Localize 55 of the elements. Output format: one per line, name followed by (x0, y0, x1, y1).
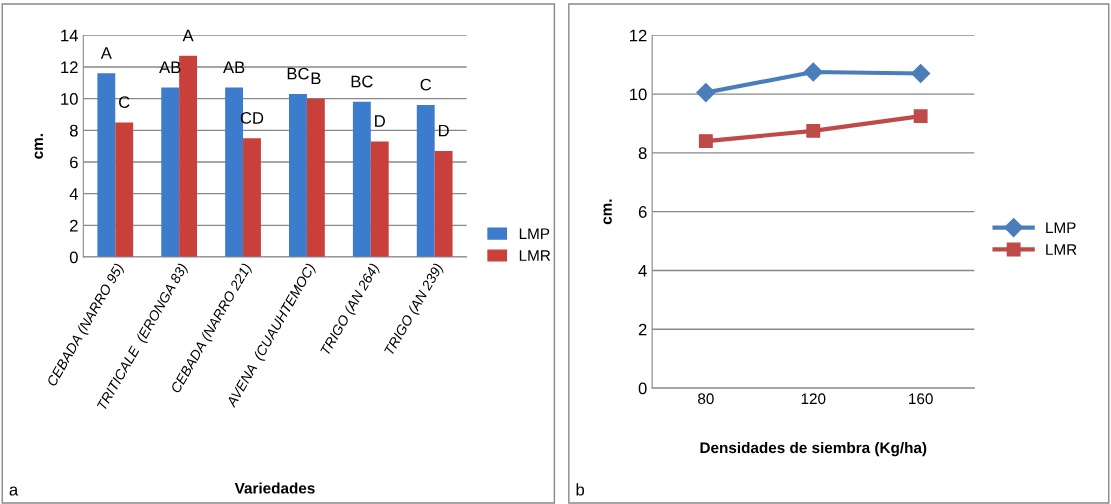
data-label: BC (351, 75, 373, 88)
legend-label: LMR (519, 250, 551, 261)
y-tick-label: 6 (70, 156, 78, 169)
y-tick-label: 2 (70, 219, 78, 232)
legend-label: LMP (519, 228, 550, 239)
y-tick-label: 10 (630, 88, 647, 101)
data-label: C (420, 78, 432, 91)
legend-label: LMR (1046, 244, 1077, 255)
data-label: BC (287, 67, 309, 80)
point (911, 63, 931, 84)
y-tick-label: 0 (638, 382, 647, 395)
data-label: A (100, 47, 112, 59)
legend-label: LMP (1046, 222, 1076, 233)
y-tick-label: 4 (638, 265, 647, 277)
x-tick-label: 120 (801, 393, 826, 405)
y-tick-label: 10 (61, 93, 78, 105)
y-tick-label: 14 (61, 29, 78, 42)
y-axis-title: cm. (603, 199, 612, 225)
y-axis-title: cm. (34, 134, 44, 159)
y-tick-label: 2 (638, 323, 647, 336)
bar (434, 150, 453, 258)
point (803, 62, 823, 82)
bar (306, 98, 325, 258)
bar (289, 93, 307, 258)
x-axis-title: Variedades (234, 482, 315, 494)
bar (352, 101, 371, 258)
point (696, 83, 716, 103)
data-label: D (438, 124, 449, 137)
point (698, 134, 713, 149)
bar (161, 87, 180, 258)
bar (243, 138, 261, 258)
y-tick-label: 8 (638, 147, 647, 160)
point (913, 109, 928, 124)
y-tick-label: 0 (69, 251, 78, 264)
data-label: A (182, 29, 194, 42)
y-tick-label: 12 (630, 29, 647, 42)
y-tick-label: 12 (61, 61, 78, 73)
y-tick-label: 6 (638, 206, 647, 218)
bar (97, 73, 116, 258)
text: a (9, 486, 19, 496)
y-tick-label: 4 (69, 188, 78, 200)
x-tick-label: 80 (698, 393, 714, 405)
data-label: AB (223, 61, 245, 73)
bar (179, 55, 198, 258)
x-axis-title: Densidades de siembra (Kg/ha) (700, 441, 927, 457)
bar (370, 141, 389, 258)
data-label: D (375, 115, 385, 127)
x-tick-label: 160 (909, 393, 933, 405)
data-label: C (119, 96, 130, 108)
text: b (576, 483, 585, 496)
data-label: B (311, 72, 321, 85)
point (806, 123, 821, 138)
bar (115, 122, 134, 258)
y-tick-label: 8 (69, 124, 78, 137)
bar (416, 104, 435, 258)
